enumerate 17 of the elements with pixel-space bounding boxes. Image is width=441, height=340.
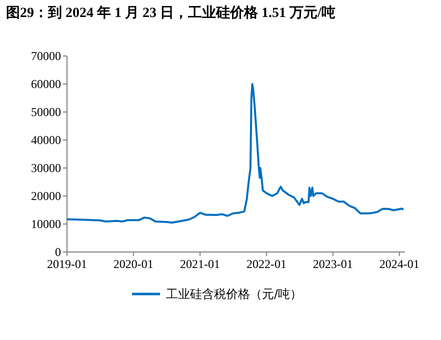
y-tick-label: 0: [55, 245, 61, 260]
y-tick-label: 70000: [31, 49, 61, 64]
x-tick-label: 2021-01: [180, 257, 220, 271]
line-series: [66, 83, 404, 224]
chart-title: 图29：到 2024 年 1 月 23 日，工业硅价格 1.51 万元/吨: [6, 5, 336, 21]
y-tick-label: 50000: [31, 105, 61, 120]
x-tick-label: 2020-01: [113, 257, 154, 271]
y-tick-label: 10000: [31, 217, 61, 232]
x-tick-label: 2024-01: [379, 257, 420, 271]
y-tick-label: 30000: [31, 161, 61, 176]
legend-label: 工业硅含税价格（元/吨）: [166, 287, 302, 302]
x-tick-label: 2023-01: [312, 257, 353, 271]
x-tick-label: 2022-01: [246, 257, 286, 271]
x-tick-label: 2019-01: [47, 257, 87, 271]
y-tick-label: 20000: [31, 189, 61, 204]
y-tick-label: 60000: [31, 77, 61, 92]
y-tick-label: 40000: [31, 133, 61, 148]
